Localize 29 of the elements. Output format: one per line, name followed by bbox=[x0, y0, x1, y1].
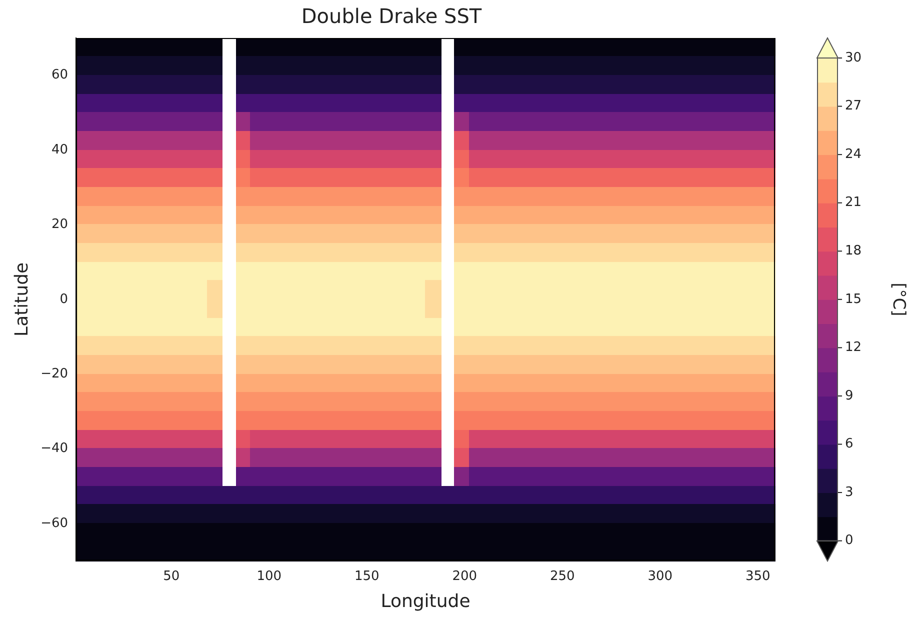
x-tick-label: 150 bbox=[354, 568, 380, 584]
color-bar-label: 9 bbox=[845, 388, 854, 404]
x-tick-label: 100 bbox=[256, 568, 282, 584]
chart-title: Double Drake SST bbox=[301, 4, 482, 28]
y-tick-label: 60 bbox=[51, 68, 68, 83]
y-axis-title: Latitude bbox=[11, 262, 32, 336]
x-tick-label: 50 bbox=[163, 568, 180, 584]
color-bar-label: 21 bbox=[845, 195, 862, 210]
color-bar-label: 27 bbox=[845, 98, 862, 114]
color-bar-title: [°C] bbox=[888, 282, 909, 316]
x-tick-label: 250 bbox=[550, 568, 575, 584]
y-tick-label: 40 bbox=[51, 142, 68, 158]
x-tick-label: 350 bbox=[745, 568, 770, 584]
x-tick-label: 300 bbox=[648, 568, 673, 584]
color-bar-label: 3 bbox=[845, 484, 854, 500]
color-bar-label: 12 bbox=[845, 340, 862, 356]
color-bar-label: 15 bbox=[845, 292, 862, 307]
y-tick-label: −40 bbox=[40, 441, 68, 456]
color-bar-label: 18 bbox=[845, 243, 862, 258]
color-bar-label: 24 bbox=[845, 146, 862, 162]
x-axis-title: Longitude bbox=[380, 590, 470, 612]
y-tick-label: 20 bbox=[51, 217, 68, 232]
color-bar-label: 6 bbox=[845, 436, 854, 452]
x-tick-label: 200 bbox=[452, 568, 478, 584]
y-tick-label: −20 bbox=[40, 366, 68, 382]
y-tick-label: 0 bbox=[60, 292, 68, 307]
color-bar-label: 30 bbox=[845, 50, 862, 66]
y-tick-label: −60 bbox=[40, 516, 68, 531]
color-bar-label: 0 bbox=[845, 533, 854, 548]
